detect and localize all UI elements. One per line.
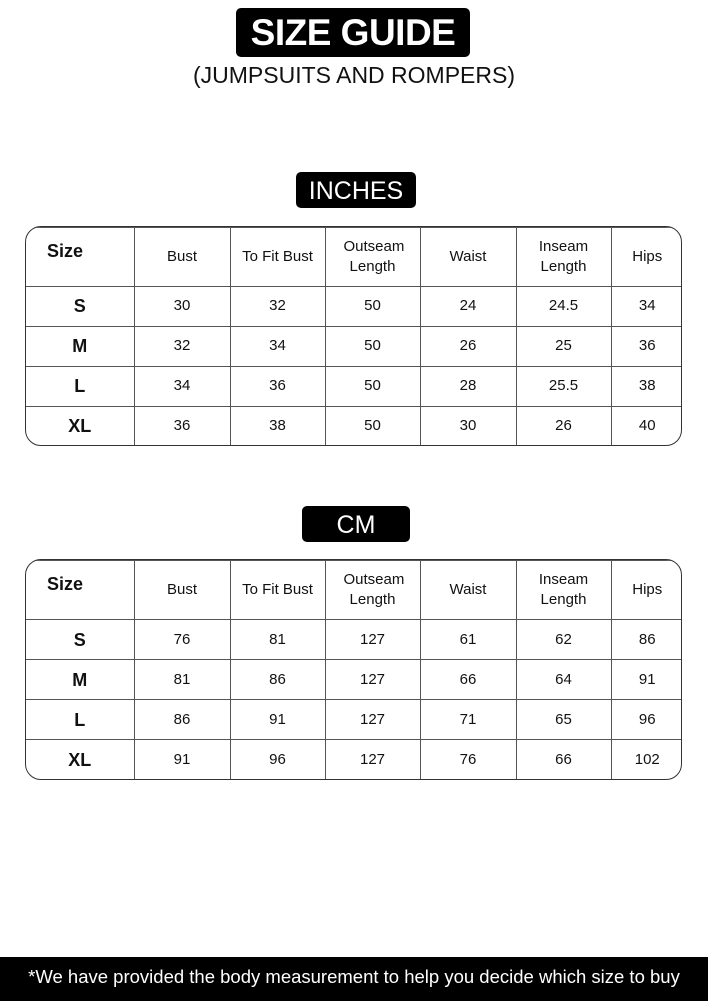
footer-note: *We have provided the body measurement t… [0, 957, 708, 1001]
measurement-cell: 76 [133, 618, 231, 661]
measurement-cell: 26 [515, 405, 612, 445]
measurement-cell: 65 [515, 699, 612, 741]
measurement-cell: 36 [133, 405, 231, 445]
table-row: S 30 32 50 24 24.5 34 [26, 286, 681, 327]
size-table-inches: Size Bust To Fit Bust Outseam Length Waist In… [25, 226, 682, 446]
unit-label-cm: CM [302, 506, 410, 542]
measurement-cell: 91 [229, 699, 326, 741]
measurement-cell: 24 [419, 286, 517, 327]
column-header: Waist [419, 227, 517, 287]
table-row: XL 91 96 127 76 66 102 [26, 739, 681, 779]
column-header: Waist [419, 560, 517, 620]
measurement-cell: 91 [133, 739, 231, 779]
unit-label-inches: INCHES [296, 172, 416, 208]
page-title: SIZE GUIDE [236, 8, 470, 57]
measurement-cell: 25 [515, 325, 612, 367]
measurement-cell: 86 [229, 659, 326, 701]
column-header: Inseam Length [515, 227, 612, 287]
size-cell: L [26, 365, 135, 407]
measurement-cell: 34 [610, 286, 681, 327]
measurement-cell: 28 [419, 365, 517, 407]
size-cell: S [26, 286, 135, 327]
measurement-cell: 50 [324, 286, 421, 327]
column-header: To Fit Bust [229, 560, 326, 620]
column-header: To Fit Bust [229, 227, 326, 287]
column-header: Hips [610, 560, 681, 620]
measurement-cell: 81 [229, 618, 326, 661]
measurement-cell: 127 [324, 699, 421, 741]
measurement-cell: 34 [229, 325, 326, 367]
measurement-cell: 66 [419, 659, 517, 701]
column-header: Size [26, 227, 135, 287]
measurement-cell: 64 [515, 659, 612, 701]
measurement-cell: 34 [133, 365, 231, 407]
measurement-cell: 102 [610, 739, 681, 779]
table-row: M 32 34 50 26 25 36 [26, 325, 681, 367]
measurement-cell: 71 [419, 699, 517, 741]
table-header-row: Size Bust To Fit Bust Outseam Length Waist In… [26, 227, 681, 287]
measurement-cell: 50 [324, 325, 421, 367]
measurement-cell: 38 [229, 405, 326, 445]
measurement-cell: 32 [229, 286, 326, 327]
measurement-cell: 30 [419, 405, 517, 445]
measurement-cell: 127 [324, 618, 421, 661]
size-table-cm: Size Bust To Fit Bust Outseam Length Waist In… [25, 559, 682, 780]
table-row: L 34 36 50 28 25.5 38 [26, 365, 681, 407]
measurement-cell: 91 [610, 659, 681, 701]
table-row: S 76 81 127 61 62 86 [26, 618, 681, 661]
column-header: Bust [133, 227, 231, 287]
table-row: M 81 86 127 66 64 91 [26, 659, 681, 701]
size-cell: M [26, 659, 135, 701]
measurement-cell: 40 [610, 405, 681, 445]
column-header: Inseam Length [515, 560, 612, 620]
column-header: Size [26, 560, 135, 620]
measurement-cell: 26 [419, 325, 517, 367]
column-header: Outseam Length [324, 227, 421, 287]
table-row: L 86 91 127 71 65 96 [26, 699, 681, 741]
measurement-cell: 76 [419, 739, 517, 779]
measurement-cell: 50 [324, 365, 421, 407]
measurement-cell: 96 [229, 739, 326, 779]
measurement-cell: 32 [133, 325, 231, 367]
measurement-cell: 127 [324, 739, 421, 779]
page-subtitle: (JUMPSUITS AND ROMPERS) [192, 62, 516, 88]
measurement-cell: 25.5 [515, 365, 612, 407]
measurement-cell: 24.5 [515, 286, 612, 327]
measurement-cell: 86 [610, 618, 681, 661]
measurement-cell: 66 [515, 739, 612, 779]
size-cell: L [26, 699, 135, 741]
size-cell: XL [26, 405, 135, 445]
measurement-cell: 62 [515, 618, 612, 661]
measurement-cell: 96 [610, 699, 681, 741]
size-cell: M [26, 325, 135, 367]
measurement-cell: 30 [133, 286, 231, 327]
size-cell: S [26, 618, 135, 661]
measurement-cell: 81 [133, 659, 231, 701]
measurement-cell: 36 [610, 325, 681, 367]
table-row: XL 36 38 50 30 26 40 [26, 405, 681, 445]
measurement-cell: 61 [419, 618, 517, 661]
measurement-cell: 38 [610, 365, 681, 407]
measurement-cell: 50 [324, 405, 421, 445]
column-header: Bust [133, 560, 231, 620]
size-cell: XL [26, 739, 135, 779]
measurement-cell: 86 [133, 699, 231, 741]
column-header: Hips [610, 227, 681, 287]
table-header-row: Size Bust To Fit Bust Outseam Length Waist In… [26, 560, 681, 620]
column-header: Outseam Length [324, 560, 421, 620]
measurement-cell: 127 [324, 659, 421, 701]
measurement-cell: 36 [229, 365, 326, 407]
